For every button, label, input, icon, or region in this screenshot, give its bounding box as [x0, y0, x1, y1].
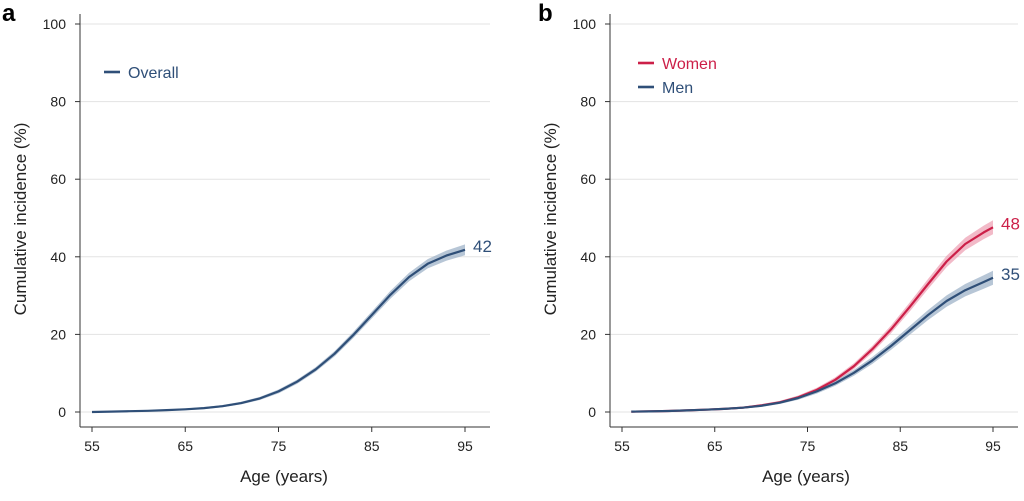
y-tick-label: 40	[50, 249, 66, 265]
panel-b-end-labels: 48 35	[1001, 214, 1020, 283]
women-line	[631, 226, 994, 413]
x-tick-label: 75	[800, 438, 816, 454]
panel-a-ci-bands	[92, 244, 465, 412]
y-tick-label: 20	[580, 326, 596, 342]
panel-b-y-axis-title: Cumulative incidence (%)	[541, 123, 560, 316]
women-end-label: 48	[1001, 214, 1020, 233]
women-ci-band	[631, 220, 993, 412]
panel-a-legend: Overall	[104, 65, 179, 82]
y-tick-label: 40	[580, 249, 596, 265]
x-tick-label: 55	[614, 438, 630, 454]
panel-a-axes	[79, 14, 490, 428]
men-end-label: 35	[1001, 265, 1020, 284]
panel-a-letter: a	[2, 0, 16, 27]
panel-b-ci-bands	[631, 220, 993, 412]
panel-b-lines	[631, 226, 994, 413]
panel-b: b 0 20 40 60 80 100 55 65 75 85 95 Age (years) Cum…	[538, 0, 1020, 486]
panel-b-letter: b	[538, 0, 553, 27]
x-tick-label: 65	[177, 438, 193, 454]
overall-end-label: 42	[473, 237, 492, 256]
y-tick-label: 60	[580, 171, 596, 187]
panel-a-end-labels: 42	[473, 237, 492, 256]
panel-a: a 0 20 40 60 80 100 55 65 75 85 95 Age (years) Cum…	[2, 0, 492, 486]
panel-b-x-axis-title: Age (years)	[762, 467, 850, 486]
x-tick-label: 75	[271, 438, 287, 454]
x-tick-label: 65	[707, 438, 723, 454]
panel-a-y-axis-title: Cumulative incidence (%)	[11, 123, 30, 316]
panel-b-legend: Women Men	[638, 56, 717, 97]
x-tick-label: 55	[84, 438, 100, 454]
panel-b-axes	[609, 14, 1018, 428]
y-tick-label: 0	[588, 404, 596, 420]
y-tick-label: 100	[573, 16, 597, 32]
panel-a-ticks: 0 20 40 60 80 100 55 65 75 85 95	[43, 16, 473, 454]
x-tick-label: 95	[985, 438, 1001, 454]
women-legend-label: Women	[662, 56, 717, 73]
x-tick-label: 95	[457, 438, 473, 454]
y-tick-label: 80	[580, 94, 596, 110]
men-line	[631, 276, 994, 413]
overall-line	[91, 248, 466, 414]
overall-ci-band	[92, 244, 465, 412]
y-tick-label: 80	[50, 94, 66, 110]
y-tick-label: 60	[50, 171, 66, 187]
panel-b-gridlines	[610, 23, 1018, 413]
overall-legend-label: Overall	[128, 65, 179, 82]
panel-b-ticks: 0 20 40 60 80 100 55 65 75 85 95	[573, 16, 1001, 454]
x-tick-label: 85	[892, 438, 908, 454]
panel-a-lines	[91, 248, 466, 414]
men-legend-label: Men	[662, 80, 693, 97]
panel-a-gridlines	[80, 23, 490, 413]
y-tick-label: 20	[50, 326, 66, 342]
x-tick-label: 85	[364, 438, 380, 454]
y-tick-label: 0	[58, 404, 66, 420]
y-tick-label: 100	[43, 16, 67, 32]
panel-a-x-axis-title: Age (years)	[240, 467, 328, 486]
